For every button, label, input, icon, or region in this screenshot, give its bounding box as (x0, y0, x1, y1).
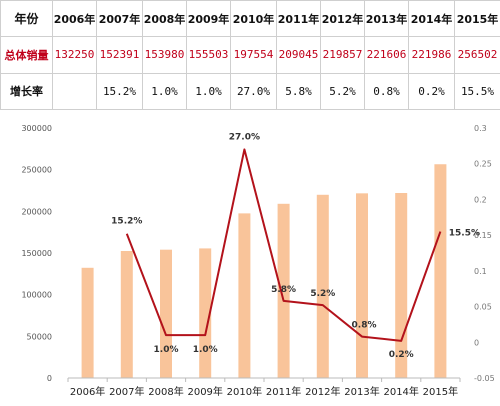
chart-container: 0 50000 100000 150000 200000 250000 300000 -0.0… (0, 116, 500, 402)
table-cell: 221606 (365, 37, 409, 73)
data-label: 1.0% (154, 345, 179, 355)
x-axis-tick-label: 2015年 (423, 385, 458, 398)
table-header-row: 年份 2006年 2007年 2008年 2009年 2010年 2011年 2… (1, 1, 500, 37)
table-cell: 2007年 (97, 1, 143, 37)
table-cell: 增长率 (1, 73, 53, 109)
right-axis-tick-label: 0.1 (474, 267, 487, 276)
x-axis-tick-label: 2009年 (187, 385, 222, 398)
data-label: 0.2% (389, 350, 414, 360)
data-table-container: 年份 2006年 2007年 2008年 2009年 2010年 2011年 2… (0, 0, 500, 116)
sales-data-table: 年份 2006年 2007年 2008年 2009年 2010年 2011年 2… (0, 0, 500, 110)
table-cell: 256502 (455, 37, 500, 73)
right-axis-tick-label: 0.25 (474, 160, 492, 169)
x-axis-tick-label: 2006年 (70, 385, 105, 398)
table-cell: 总体销量 (1, 37, 53, 73)
bar (160, 250, 172, 378)
table-growth-row: 增长率 15.2% 1.0% 1.0% 27.0% 5.8% 5.2% 0.8%… (1, 73, 500, 109)
table-cell: 2006年 (53, 1, 97, 37)
bar (356, 193, 368, 378)
x-axis-tick-label: 2013年 (344, 385, 379, 398)
right-axis-tick-label: 0.2 (474, 195, 487, 204)
bar (82, 268, 94, 378)
table-cell: 2010年 (231, 1, 277, 37)
left-axis-tick-label: 0 (47, 374, 52, 383)
table-cell: 15.5% (455, 73, 500, 109)
left-axis-tick-label: 200000 (21, 207, 52, 216)
table-cell: 219857 (321, 37, 365, 73)
table-cell: 152391 (97, 37, 143, 73)
bar (434, 164, 446, 378)
bar (121, 251, 133, 378)
table-cell: 15.2% (97, 73, 143, 109)
table-cell: 0.2% (409, 73, 455, 109)
x-axis-tick-label: 2010年 (227, 385, 262, 398)
x-axis-tick-label: 2014年 (383, 385, 418, 398)
table-cell: 197554 (231, 37, 277, 73)
table-cell: 5.8% (277, 73, 321, 109)
left-axis-tick-label: 100000 (21, 291, 52, 300)
table-cell: 年份 (1, 1, 53, 37)
table-cell: 27.0% (231, 73, 277, 109)
left-axis-tick-label: 50000 (27, 332, 52, 341)
data-label: 15.5% (449, 229, 480, 239)
table-cell: 2013年 (365, 1, 409, 37)
left-axis-tick-label: 300000 (21, 124, 52, 133)
table-cell: 2015年 (455, 1, 500, 37)
right-axis-tick-label: 0.3 (474, 124, 487, 133)
left-axis-tick-label: 150000 (21, 249, 52, 258)
table-cell: 5.2% (321, 73, 365, 109)
table-cell: 2011年 (277, 1, 321, 37)
combo-bar-line-chart: 0 50000 100000 150000 200000 250000 300000 -0.0… (0, 116, 500, 402)
bar (238, 213, 250, 378)
data-label: 15.2% (111, 217, 142, 227)
right-axis-tick-label: 0 (474, 338, 479, 347)
data-label: 0.8% (352, 321, 377, 331)
table-sales-row: 总体销量 132250 152391 153980 155503 197554 … (1, 37, 500, 73)
table-cell: 2008年 (143, 1, 187, 37)
left-axis-tick-label: 250000 (21, 166, 52, 175)
x-axis-tick-label: 2011年 (266, 385, 301, 398)
x-axis-tick-label: 2012年 (305, 385, 340, 398)
data-label: 27.0% (229, 132, 260, 142)
table-cell: 0.8% (365, 73, 409, 109)
table-cell: 2014年 (409, 1, 455, 37)
x-axis-tick-label: 2008年 (148, 385, 183, 398)
table-cell (53, 73, 97, 109)
table-cell: 221986 (409, 37, 455, 73)
right-axis-tick-label: 0.05 (474, 303, 492, 312)
data-label: 5.2% (310, 289, 335, 299)
bar (317, 195, 329, 378)
table-cell: 153980 (143, 37, 187, 73)
table-cell: 209045 (277, 37, 321, 73)
data-label: 1.0% (193, 345, 218, 355)
x-axis-tick-label: 2007年 (109, 385, 144, 398)
table-cell: 155503 (187, 37, 231, 73)
table-cell: 1.0% (187, 73, 231, 109)
table-cell: 132250 (53, 37, 97, 73)
right-axis-tick-label: -0.05 (474, 374, 495, 383)
data-label: 5.8% (271, 285, 296, 295)
table-cell: 2012年 (321, 1, 365, 37)
table-cell: 1.0% (143, 73, 187, 109)
table-cell: 2009年 (187, 1, 231, 37)
